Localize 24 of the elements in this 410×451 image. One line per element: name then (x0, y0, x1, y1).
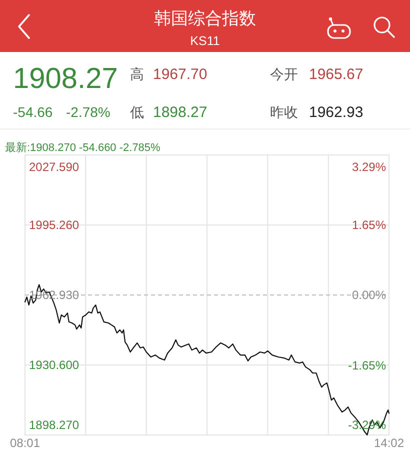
y-tick-label: 1930.600 (29, 358, 80, 372)
y-tick-label: 2027.590 (29, 160, 80, 174)
text: 高 (130, 66, 144, 82)
text: 昨收 (270, 104, 298, 120)
y-tick-label: 1995.260 (29, 218, 80, 232)
text: -54.66 (13, 104, 53, 120)
text: -2.78% (66, 104, 110, 120)
text: 1908.27 (13, 63, 118, 95)
y2-tick-label: 1.65% (352, 218, 386, 232)
y2-tick-label: 3.29% (352, 160, 386, 174)
text: 今开 (270, 66, 298, 82)
chart-subtitle: KS11 (190, 34, 220, 48)
text: 低 (130, 104, 144, 120)
text: 最新:1908.270 -54.660 -2.785% (5, 141, 161, 154)
x-tick-label: 14:02 (374, 436, 404, 450)
text: 1967.70 (153, 66, 208, 83)
y-tick-label: 1898.270 (29, 418, 80, 432)
text: 1962.93 (309, 104, 364, 121)
text: 1965.67 (309, 66, 364, 83)
y2-tick-label: 0.00% (352, 288, 386, 302)
x-tick-label: 08:01 (10, 436, 40, 450)
text: 1898.27 (153, 104, 208, 121)
chart-title: 韩国综合指数 (154, 9, 256, 28)
y2-tick-label: -1.65% (348, 358, 386, 372)
